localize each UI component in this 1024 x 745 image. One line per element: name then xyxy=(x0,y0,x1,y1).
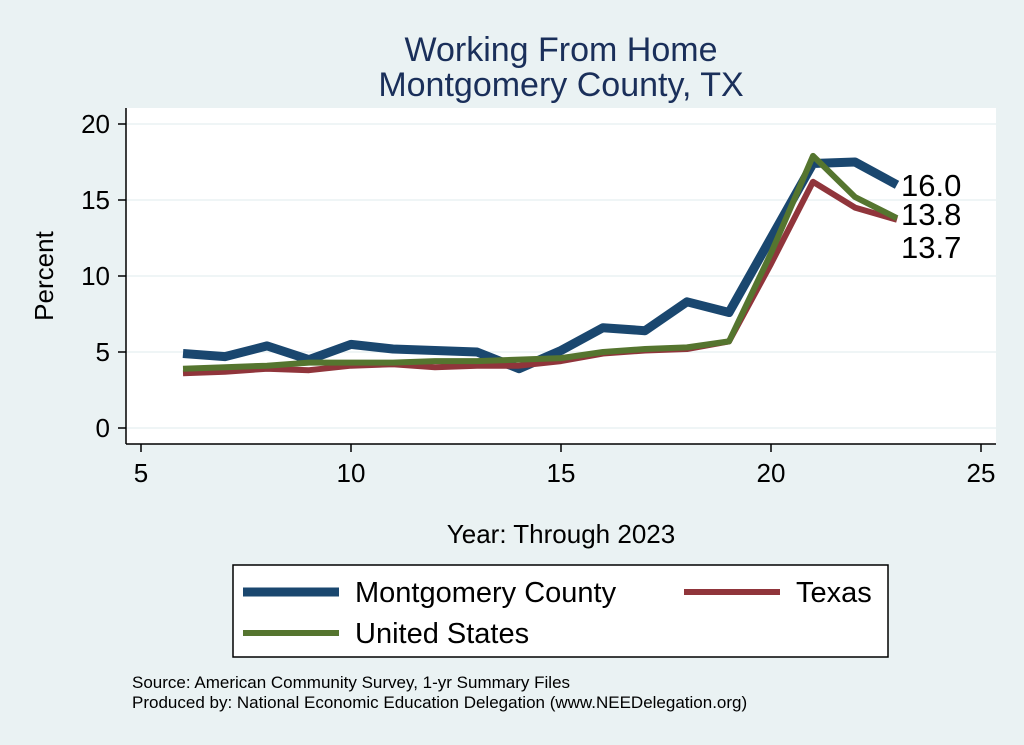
end-label-united-states: 13.8 xyxy=(901,197,961,232)
x-tick-label: 25 xyxy=(967,458,996,488)
y-axis-label: Percent xyxy=(29,230,59,320)
y-tick-label: 10 xyxy=(81,261,110,291)
series-line-texas xyxy=(182,178,898,377)
legend-label: Montgomery County xyxy=(355,577,617,609)
source-note: Source: American Community Survey, 1-yr … xyxy=(132,673,570,692)
gridlines xyxy=(126,123,996,429)
x-tick-label: 20 xyxy=(757,458,786,488)
chart-subtitle: Montgomery County, TX xyxy=(378,66,743,104)
producer-note: Produced by: National Economic Education… xyxy=(132,693,747,712)
series-line-united-states xyxy=(182,152,899,372)
y-tick-label: 15 xyxy=(81,185,110,215)
end-labels: 16.0 13.713.8 xyxy=(901,168,961,265)
legend-label: United States xyxy=(355,618,529,650)
end-label-texas: 13.7 xyxy=(901,230,961,265)
x-axis-ticks: 5 10 15 20 25 xyxy=(134,444,996,488)
y-axis-ticks: 0 5 10 15 20 xyxy=(81,109,126,443)
x-tick-label: 10 xyxy=(337,458,366,488)
x-tick-label: 5 xyxy=(134,458,148,488)
legend-label: Texas xyxy=(796,577,872,609)
y-tick-label: 0 xyxy=(96,413,110,443)
y-tick-label: 20 xyxy=(81,109,110,139)
series-lines xyxy=(182,152,900,377)
x-axis-label: Year: Through 2023 xyxy=(447,519,675,549)
legend: Montgomery County Texas United States xyxy=(232,564,889,658)
chart-title: Working From Home xyxy=(405,31,718,69)
x-tick-label: 15 xyxy=(547,458,576,488)
y-tick-label: 5 xyxy=(96,337,110,367)
end-label-montgomery-county: 16.0 xyxy=(901,168,961,203)
legend-box xyxy=(232,564,889,658)
